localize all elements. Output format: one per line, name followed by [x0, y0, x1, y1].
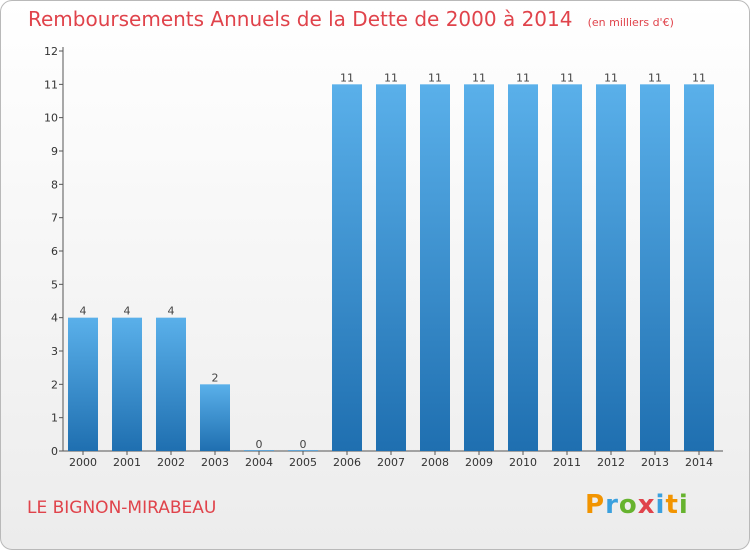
logo-letter: x: [637, 490, 656, 520]
data-labels: 4 4 4 2 0 0 11 11 11 11 11 11 11 11 11: [80, 71, 707, 451]
bars: [68, 84, 714, 451]
bar-2010: [508, 84, 538, 451]
bar-2006: [332, 84, 362, 451]
x-tick-label: 2004: [245, 456, 273, 469]
data-label-2010: 11: [516, 71, 530, 84]
y-tick-label: 6: [51, 245, 58, 258]
x-tick-label: 2005: [289, 456, 317, 469]
title-block: Remboursements Annuels de la Dette de 20…: [28, 7, 674, 31]
bar-2005: [288, 450, 318, 451]
x-tick-label: 2002: [157, 456, 185, 469]
y-tick-label: 0: [51, 445, 58, 458]
x-tick-label: 2011: [553, 456, 581, 469]
logo-letter: i: [678, 490, 689, 520]
x-tick-label: 2000: [69, 456, 97, 469]
bar-2011: [552, 84, 582, 451]
data-label-2006: 11: [340, 71, 354, 84]
bar-2002: [156, 317, 186, 451]
commune-name: LE BIGNON-MIRABEAU: [27, 498, 217, 518]
x-tick-label: 2007: [377, 456, 405, 469]
y-tick-label: 8: [51, 178, 58, 191]
x-tick-label: 2012: [597, 456, 625, 469]
x-tick-label: 2010: [509, 456, 537, 469]
bar-2001: [112, 317, 142, 451]
data-label-2005: 0: [300, 438, 307, 451]
data-label-2003: 2: [212, 371, 219, 384]
y-tick-label: 12: [44, 45, 58, 58]
y-tick-label: 9: [51, 145, 58, 158]
bar-2004: [244, 450, 274, 451]
y-tick-label: 2: [51, 378, 58, 391]
logo-letter: i: [655, 490, 666, 520]
x-tick-label: 2008: [421, 456, 449, 469]
data-label-2012: 11: [604, 71, 618, 84]
bar-2003: [200, 384, 230, 451]
data-label-2011: 11: [560, 71, 574, 84]
bar-2009: [464, 84, 494, 451]
bar-2014: [684, 84, 714, 451]
data-label-2008: 11: [428, 71, 442, 84]
bar-2000: [68, 317, 98, 451]
data-label-2002: 4: [168, 305, 175, 318]
proxiti-logo[interactable]: Proxiti: [585, 490, 689, 520]
data-label-2001: 4: [124, 305, 131, 318]
x-tick-label: 2006: [333, 456, 361, 469]
bar-2013: [640, 84, 670, 451]
logo-letter: P: [585, 490, 606, 520]
x-tick-label: 2009: [465, 456, 493, 469]
data-label-2009: 11: [472, 71, 486, 84]
logo-letter: r: [605, 490, 619, 520]
x-tick-label: 2013: [641, 456, 669, 469]
y-tick-label: 1: [51, 412, 58, 425]
bar-2012: [596, 84, 626, 451]
chart-title: Remboursements Annuels de la Dette de 20…: [28, 7, 573, 31]
data-label-2004: 0: [256, 438, 263, 451]
y-tick-label: 4: [51, 312, 58, 325]
data-label-2013: 11: [648, 71, 662, 84]
y-tick-label: 10: [44, 112, 58, 125]
bar-2007: [376, 84, 406, 451]
x-tick-label: 2003: [201, 456, 229, 469]
x-tick-label: 2001: [113, 456, 141, 469]
y-tick-label: 7: [51, 212, 58, 225]
y-tick-label: 3: [51, 345, 58, 358]
chart-subtitle: (en milliers d'€): [587, 16, 674, 29]
data-label-2014: 11: [692, 71, 706, 84]
logo-letter: t: [665, 490, 679, 520]
data-label-2007: 11: [384, 71, 398, 84]
data-label-2000: 4: [80, 305, 87, 318]
bar-2008: [420, 84, 450, 451]
y-tick-label: 11: [44, 78, 58, 91]
x-tick-label: 2014: [685, 456, 713, 469]
y-tick-label: 5: [51, 278, 58, 291]
logo-letter: o: [618, 490, 638, 520]
